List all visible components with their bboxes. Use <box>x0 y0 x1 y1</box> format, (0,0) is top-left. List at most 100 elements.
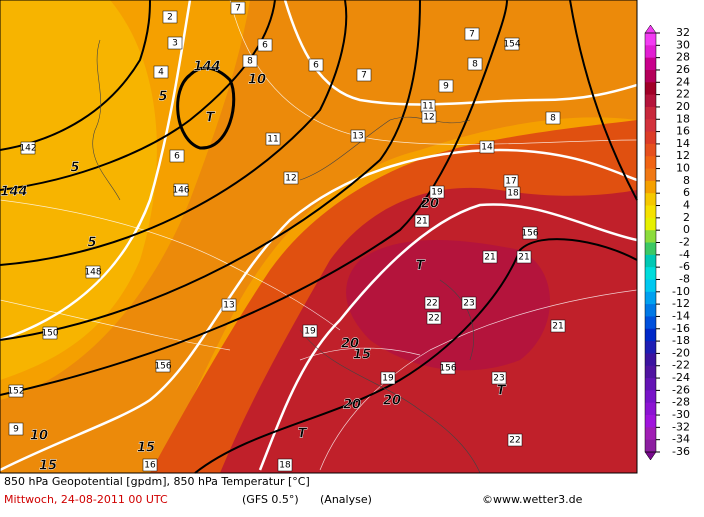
label-box <box>277 458 293 472</box>
scale-label: -22 <box>672 359 690 372</box>
contour-label: 23 <box>463 299 474 309</box>
contour-label: 3 <box>172 39 178 49</box>
scale-swatch <box>645 106 656 120</box>
scale-swatch <box>645 316 656 330</box>
scale-swatch <box>645 267 656 280</box>
scale-swatch <box>645 279 656 293</box>
scale-label: -30 <box>672 408 690 421</box>
scale-swatch <box>645 427 656 441</box>
scale-label: -36 <box>672 445 690 458</box>
label-box <box>153 65 169 79</box>
label-box <box>283 171 299 185</box>
zone-mid <box>0 0 637 473</box>
scale-label: 8 <box>683 174 690 187</box>
scale-label: 28 <box>676 51 690 64</box>
contour-label: 13 <box>352 132 363 142</box>
scale-swatch <box>645 304 656 317</box>
contour-label: 154 <box>503 40 520 50</box>
label-box <box>479 140 495 154</box>
contour-label: 21 <box>416 217 427 227</box>
contour-label: 15 <box>137 441 155 456</box>
contour-label: 21 <box>518 253 529 263</box>
scale-label: -26 <box>672 383 690 396</box>
contour-label: 11 <box>267 135 278 145</box>
contour-label: 17 <box>505 177 516 187</box>
label-box <box>221 298 237 312</box>
scale-label: -18 <box>672 334 690 347</box>
contour-label: 150 <box>41 329 58 339</box>
label-box <box>380 371 396 385</box>
scale-label: -32 <box>672 420 690 433</box>
contour-label: T <box>298 427 308 442</box>
contour-label: 20 <box>343 398 361 413</box>
label-box <box>257 38 273 52</box>
label-box <box>482 250 498 264</box>
label-box <box>85 265 101 279</box>
scale-swatch <box>645 82 656 96</box>
scale-swatch <box>645 254 656 268</box>
label-box <box>491 371 507 385</box>
contour-label: 6 <box>262 41 268 51</box>
contour-label: 9 <box>13 425 19 435</box>
contour-label: 144 <box>193 60 220 75</box>
contour-label: 20 <box>341 337 359 352</box>
scale-label: 22 <box>676 88 690 101</box>
label-box <box>308 58 324 72</box>
label-box <box>42 326 58 340</box>
contour-label: 5 <box>70 161 79 176</box>
scale-swatch <box>645 156 656 170</box>
contour-label: 12 <box>423 113 434 123</box>
scale-label: 26 <box>676 63 690 76</box>
contour-label: 23 <box>493 374 504 384</box>
label-box <box>265 132 281 146</box>
scale-swatch <box>645 390 656 404</box>
scale-swatch <box>645 439 656 453</box>
label-box <box>155 359 171 373</box>
label-box <box>8 384 24 398</box>
scale-swatch <box>645 69 656 83</box>
label-box <box>230 1 246 15</box>
scale-swatch <box>645 45 656 59</box>
contour-label: 15 <box>353 348 371 363</box>
contour-label: 8 <box>472 60 478 70</box>
scale-label: -10 <box>672 285 690 298</box>
contour-label: 19 <box>431 188 443 198</box>
scale-label: -14 <box>672 309 690 322</box>
contour-label: 15 <box>39 459 57 474</box>
scale-swatch <box>645 365 656 379</box>
label-box <box>522 226 538 240</box>
label-box <box>173 183 189 197</box>
contour-label: 16 <box>144 461 156 471</box>
scale-swatch <box>645 180 656 194</box>
label-box <box>424 296 440 310</box>
contour-label: 7 <box>469 30 475 40</box>
label-box <box>167 36 183 50</box>
contour-label: 13 <box>223 301 234 311</box>
label-box <box>8 422 24 436</box>
scale-swatch <box>645 193 656 207</box>
zone-cool <box>0 0 157 380</box>
footer-model: (GFS 0.5°) <box>242 493 299 506</box>
contour-label: 156 <box>521 229 538 239</box>
contour-label: 4 <box>158 68 164 78</box>
scale-label: -6 <box>679 260 690 273</box>
contour-label: 10 <box>30 429 48 444</box>
scale-swatch <box>645 353 656 367</box>
isotherms <box>0 0 638 472</box>
scale-label: 0 <box>683 223 690 236</box>
scale-label: 2 <box>683 211 690 224</box>
zone-hottest <box>346 240 550 371</box>
scale-swatch <box>645 143 656 157</box>
scale-label: 6 <box>683 186 690 199</box>
scale-label: 32 <box>676 26 690 39</box>
label-box <box>467 57 483 71</box>
scale-swatch <box>645 328 656 342</box>
label-box <box>242 54 258 68</box>
scale-label: -12 <box>672 297 690 310</box>
scale-swatch <box>645 205 656 219</box>
scale-label: 18 <box>676 112 690 125</box>
footer-credit: ©www.wetter3.de <box>482 493 583 506</box>
footer-title: 850 hPa Geopotential [gpdm], 850 hPa Tem… <box>4 475 310 488</box>
contour-label: 142 <box>19 144 36 154</box>
